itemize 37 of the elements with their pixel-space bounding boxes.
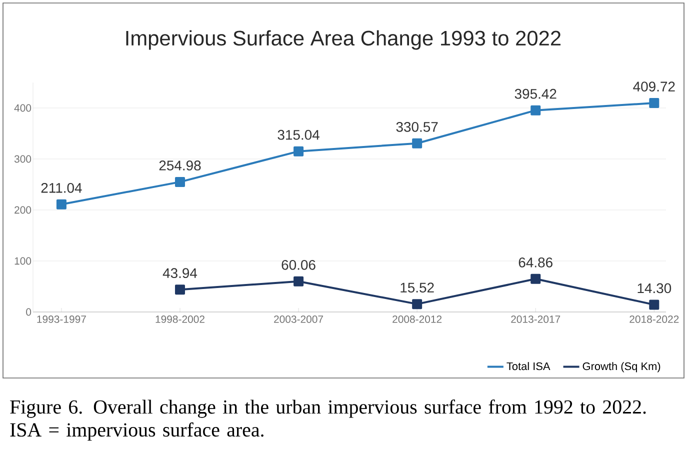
x-tick-label: 1998-2002 — [156, 316, 204, 323]
y-tick-label: 300 — [14, 155, 32, 163]
legend-label: Total ISA — [506, 362, 550, 370]
data-label: 409.72 — [633, 82, 675, 92]
legend-label: Growth (Sq Km) — [582, 362, 660, 372]
point — [530, 105, 541, 116]
y-tick-label: 200 — [14, 206, 32, 214]
data-label: 254.98 — [159, 160, 201, 170]
point — [174, 176, 185, 187]
chart-title: Impervious Surface Area Change 1993 to 2022 — [126, 30, 561, 50]
data-label: 315.04 — [278, 130, 320, 140]
point — [294, 276, 304, 286]
y-tick-label: 0 — [26, 308, 32, 316]
point — [294, 146, 304, 156]
point — [412, 299, 422, 310]
data-label: 15.52 — [400, 282, 434, 293]
point — [649, 300, 660, 310]
data-label: 60.06 — [282, 260, 316, 270]
point — [174, 284, 185, 295]
y-tick-label: 400 — [14, 104, 32, 112]
data-label: 330.57 — [396, 122, 438, 132]
x-tick-label: 1993-1997 — [37, 316, 86, 323]
data-label: 395.42 — [514, 88, 556, 99]
data-label: 14.30 — [638, 283, 672, 294]
x-tick-label: 2003-2007 — [274, 316, 323, 323]
point — [412, 138, 422, 148]
point — [530, 274, 541, 284]
y-tick-label: 100 — [14, 257, 32, 265]
x-tick-label: 2018-2022 — [630, 316, 679, 323]
point — [56, 199, 66, 210]
point — [649, 98, 660, 108]
data-label: 211.04 — [41, 182, 82, 193]
x-tick-label: 2008-2012 — [392, 316, 442, 323]
caption: Figure 6. Overall change in the urban impervious surface from 1992 to 2022. ISA = impervious surface area. — [10, 400, 646, 441]
data-label: 64.86 — [518, 258, 552, 268]
x-tick-label: 2013-2017 — [511, 316, 560, 323]
data-label: 43.94 — [162, 268, 198, 278]
